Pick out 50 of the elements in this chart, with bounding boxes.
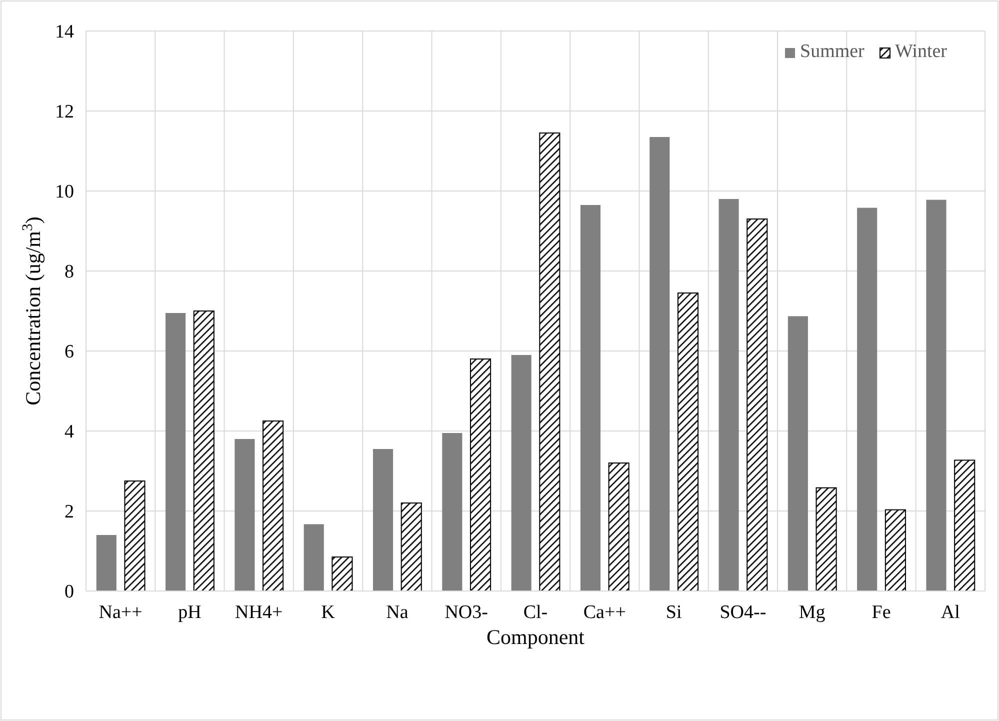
x-tick-label: Al xyxy=(940,602,960,623)
bar xyxy=(718,199,739,591)
y-tick-label: 4 xyxy=(64,422,74,443)
bar xyxy=(677,292,699,592)
x-tick-label: Fe xyxy=(872,602,891,623)
x-tick-label: Cl- xyxy=(523,602,548,623)
bar xyxy=(96,535,116,591)
x-tick-label: K xyxy=(321,602,336,623)
bar xyxy=(926,200,946,591)
bar xyxy=(539,132,560,592)
y-tick-label: 14 xyxy=(55,22,74,43)
bar xyxy=(470,358,492,592)
x-tick-label: NO3- xyxy=(444,602,488,623)
x-tick-label: Na xyxy=(386,602,409,623)
y-tick-label: 0 xyxy=(64,582,74,603)
bar xyxy=(650,137,670,591)
y-tick-label: 12 xyxy=(55,102,74,123)
y-tick-label: 10 xyxy=(55,182,74,203)
bar xyxy=(442,433,462,591)
x-tick-label: Mg xyxy=(798,602,826,623)
bar xyxy=(580,205,601,591)
legend-label: Summer xyxy=(800,41,866,62)
bar xyxy=(954,460,976,592)
legend-label: Winter xyxy=(895,41,948,62)
y-tick-label: 6 xyxy=(64,342,74,363)
bar xyxy=(124,480,146,592)
x-tick-label: Ca++ xyxy=(583,602,626,623)
x-tick-label: Na++ xyxy=(98,602,142,623)
bar xyxy=(304,524,324,591)
x-tick-label: pH xyxy=(178,602,202,623)
bar xyxy=(608,462,630,592)
bar xyxy=(262,420,284,592)
bar xyxy=(372,449,394,591)
bar xyxy=(816,487,837,592)
x-tick-label: SO4-- xyxy=(720,602,766,623)
bar xyxy=(193,310,214,592)
bar xyxy=(400,502,422,592)
bar xyxy=(511,355,532,591)
y-tick-label: 8 xyxy=(64,262,74,283)
x-tick-label: Si xyxy=(666,602,682,623)
bar xyxy=(746,218,768,592)
x-axis-title: Component xyxy=(486,625,585,649)
bar xyxy=(884,509,906,592)
y-tick-label: 2 xyxy=(64,502,74,523)
bar xyxy=(857,208,878,591)
bar xyxy=(332,556,353,592)
bar xyxy=(788,316,808,591)
x-tick-label: NH4+ xyxy=(235,602,283,623)
bar xyxy=(234,439,255,591)
bar xyxy=(166,313,186,591)
